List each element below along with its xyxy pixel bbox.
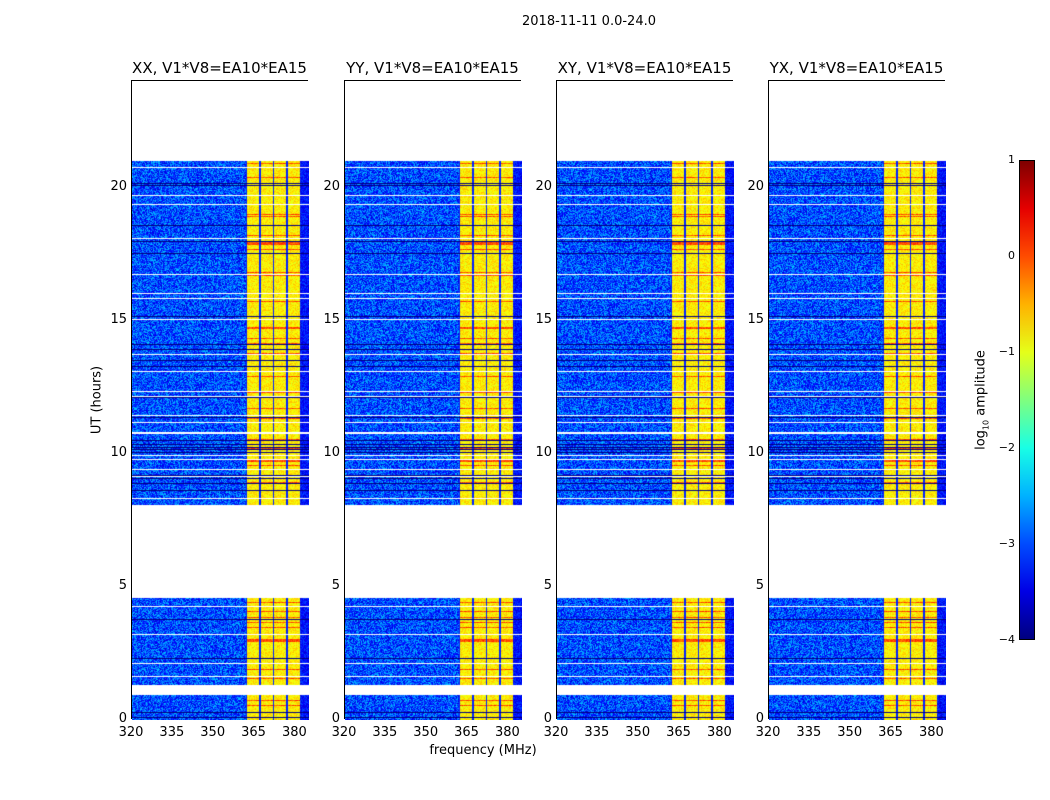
y-tick-label: 0 (755, 711, 764, 726)
y-axis-label: UT (hours) (89, 365, 105, 435)
y-tick-label: 5 (755, 577, 764, 593)
x-tick-label: 350 (413, 725, 439, 740)
colorbar-tick-label: −2 (998, 441, 1015, 454)
y-tick-label: 20 (110, 178, 127, 194)
x-tick-label: 380 (918, 725, 944, 740)
x-tick-label: 335 (584, 725, 610, 740)
y-tick-label: 10 (110, 444, 127, 460)
x-tick-label: 320 (543, 725, 569, 740)
x-tick-label: 335 (372, 725, 398, 740)
x-tick-label: 350 (625, 725, 651, 740)
y-tick-label: 20 (535, 178, 552, 194)
x-tick-label: 350 (837, 725, 863, 740)
x-tick-label: 335 (796, 725, 822, 740)
panel-title: XX, V1*V8=EA10*EA15 (132, 59, 307, 77)
heatmap-cells (132, 81, 309, 720)
x-tick-label: 365 (666, 725, 691, 740)
x-tick-label: 380 (706, 725, 732, 740)
panel-yy (344, 80, 522, 720)
colorbar-label: log10 amplitude (974, 350, 991, 450)
x-tick-label: 380 (494, 725, 520, 740)
x-tick-label: 350 (200, 725, 226, 740)
x-tick-label: 320 (118, 725, 144, 740)
panel-title: YY, V1*V8=EA10*EA15 (346, 59, 519, 77)
colorbar-label-sub: 10 (981, 419, 991, 431)
colorbar-label-prefix: log (973, 430, 989, 450)
heatmap-cells (557, 81, 734, 720)
x-tick-label: 380 (281, 725, 307, 740)
y-tick-label: 0 (118, 711, 127, 726)
x-tick-label: 320 (331, 725, 357, 740)
colorbar-tick-label: −3 (998, 537, 1015, 550)
colorbar-tick-label: 1 (1008, 153, 1015, 166)
colorbar-tick-label: 0 (1008, 249, 1015, 262)
y-tick-label: 15 (110, 311, 127, 327)
y-tick-label: 15 (323, 311, 340, 327)
y-tick-label: 5 (331, 577, 340, 593)
panel-title: YX, V1*V8=EA10*EA15 (769, 59, 944, 77)
x-tick-label: 320 (755, 725, 781, 740)
panel-title: XY, V1*V8=EA10*EA15 (557, 59, 732, 77)
panel-yx (768, 80, 946, 720)
x-axis-label: frequency (MHz) (429, 743, 537, 758)
panel-xx (131, 80, 309, 720)
y-tick-label: 20 (323, 178, 340, 194)
y-tick-label: 5 (118, 577, 127, 593)
y-tick-label: 0 (331, 711, 340, 726)
heatmap-cells (769, 81, 946, 720)
x-tick-label: 365 (878, 725, 903, 740)
x-tick-label: 365 (454, 725, 479, 740)
colorbar-tick-label: −1 (998, 345, 1015, 358)
y-tick-label: 15 (747, 311, 764, 327)
x-tick-label: 335 (159, 725, 185, 740)
heatmap-cells (345, 81, 522, 720)
y-tick-label: 5 (543, 577, 552, 593)
y-tick-label: 10 (535, 444, 552, 460)
panel-xy (556, 80, 734, 720)
y-tick-label: 15 (535, 311, 552, 327)
y-tick-label: 0 (543, 711, 552, 726)
y-tick-label: 20 (747, 178, 764, 194)
x-tick-label: 365 (241, 725, 266, 740)
colorbar-label-suffix: amplitude (973, 350, 989, 420)
y-tick-label: 10 (747, 444, 764, 460)
colorbar (1019, 160, 1035, 640)
figure-title: 2018-11-11 0.0-24.0 (522, 14, 656, 29)
colorbar-tick-label: −4 (998, 633, 1015, 646)
y-tick-label: 10 (323, 444, 340, 460)
